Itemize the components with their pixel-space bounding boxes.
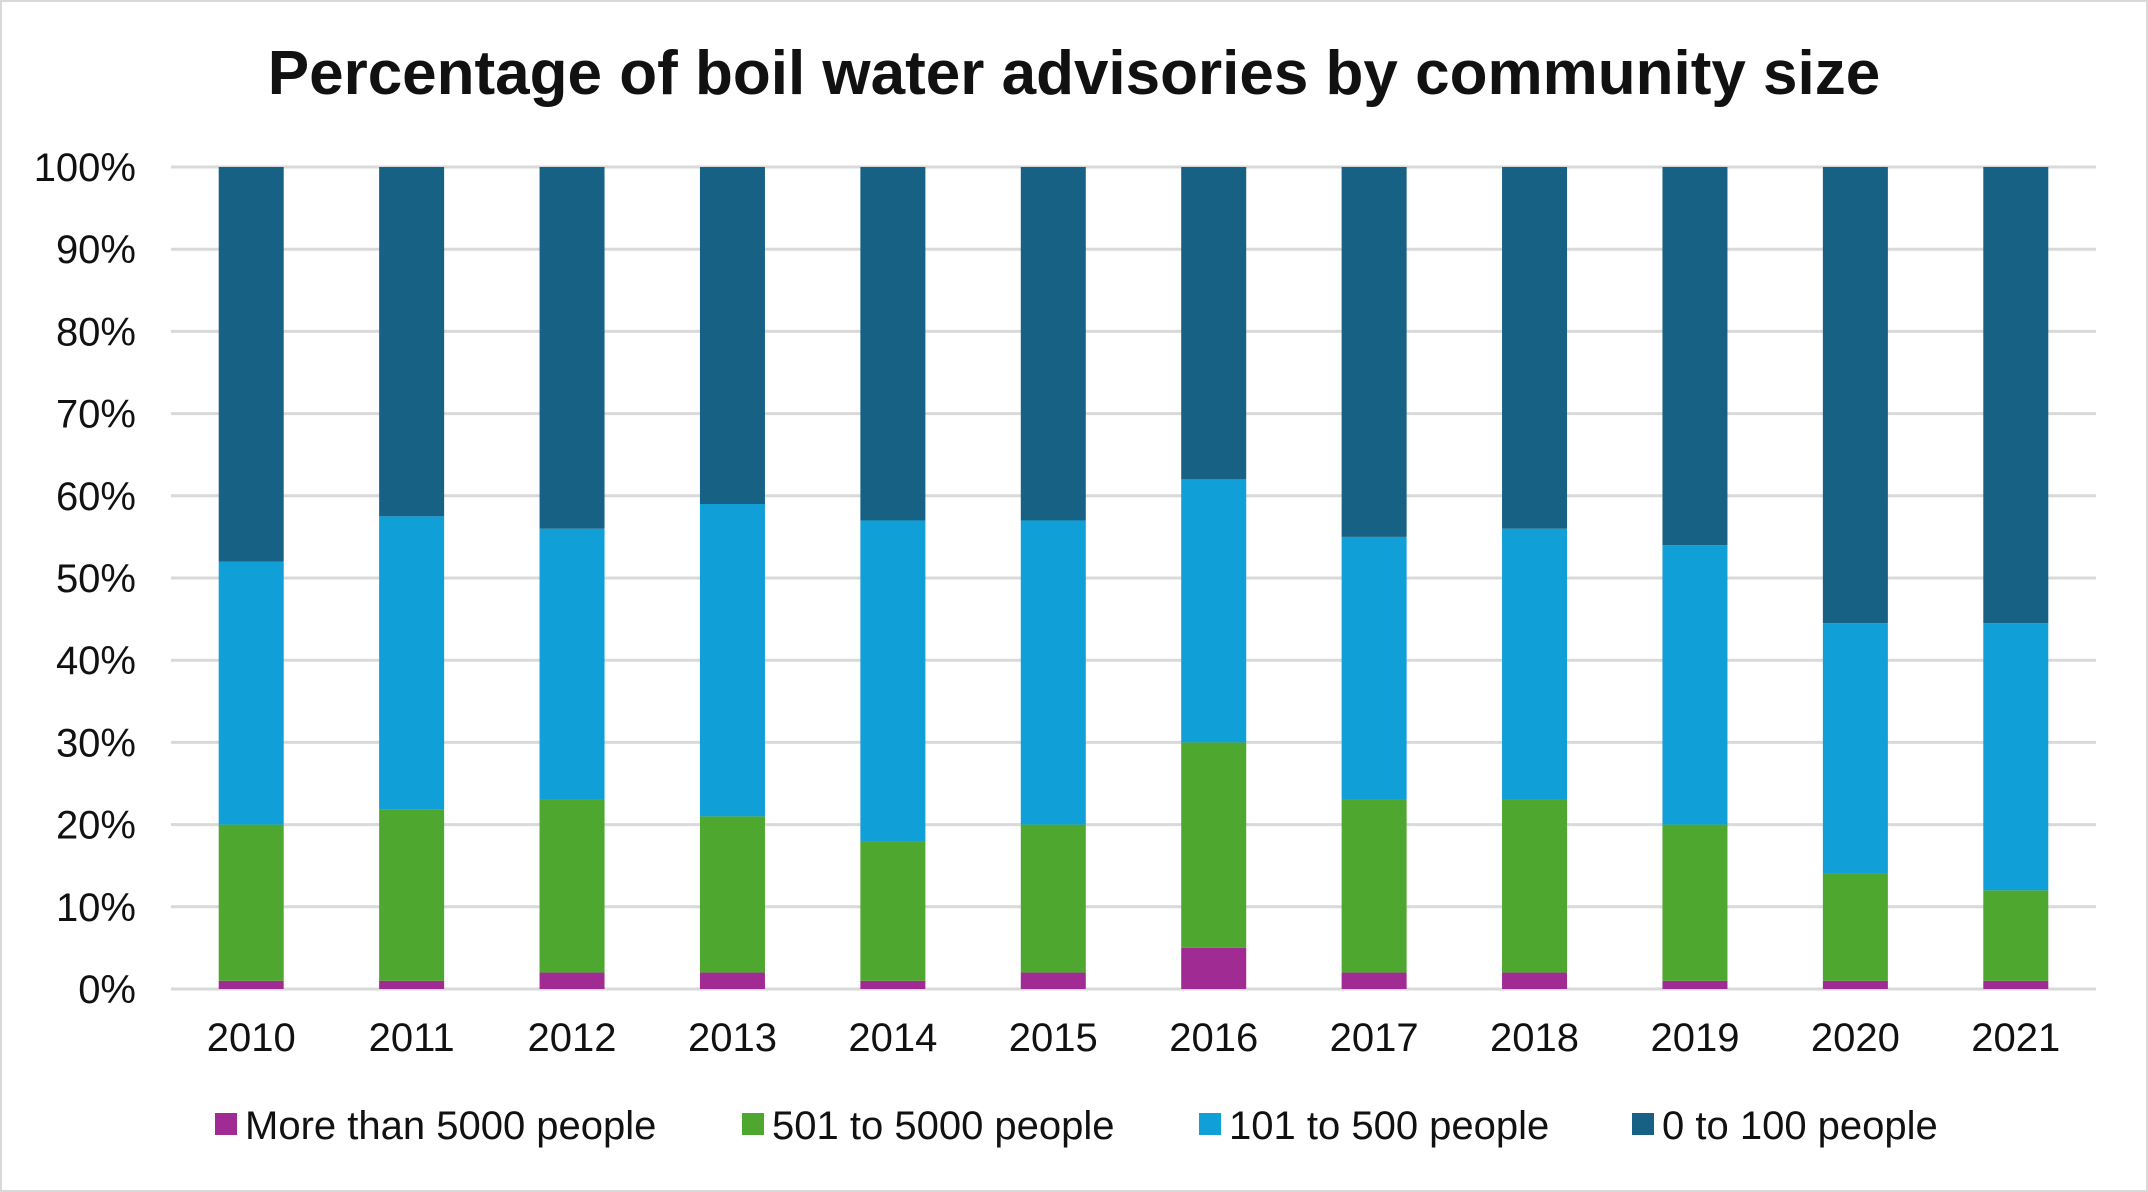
x-tick-label: 2021 [1971,1016,2060,1060]
bar-segment-2010-3 [218,167,284,562]
bar-segment-2021-2 [1983,623,2049,891]
bar-segment-2011-2 [379,516,445,810]
chart-title: Percentage of boil water advisories by c… [268,39,1881,108]
bar-segment-2011-0 [379,980,445,989]
bar-segment-2020-0 [1822,980,1888,989]
bar-segment-2016-0 [1181,947,1247,989]
bar-segment-2020-2 [1822,623,1888,874]
bar-segment-2019-2 [1662,545,1728,825]
bar-segment-2013-1 [699,816,765,973]
bar-segment-2019-0 [1662,980,1728,989]
y-tick-label: 10% [56,886,136,930]
bar-segment-2018-1 [1502,799,1568,973]
x-tick-label: 2014 [848,1016,937,1060]
bar-segment-2014-1 [860,841,926,981]
bar-segment-2012-0 [539,972,605,989]
bar-segment-2016-2 [1181,479,1247,743]
bar-segment-2010-0 [218,980,284,989]
y-tick-label: 90% [56,228,136,272]
y-axis-ticks: 0% 10% 20% 30% 40% 50% 60% 70% 80% 90% 100% [34,146,136,1012]
bar-segment-2011-1 [379,809,445,981]
bar-segment-2012-1 [539,799,605,973]
y-tick-label: 100% [34,146,136,190]
y-tick-label: 60% [56,475,136,519]
bar-segment-2015-1 [1020,824,1086,973]
legend-label: 101 to 500 people [1229,1104,1549,1148]
x-tick-label: 2011 [369,1016,455,1060]
legend-label: More than 5000 people [245,1104,656,1148]
bar-segment-2020-3 [1822,167,1888,624]
y-tick-label: 70% [56,393,136,437]
x-tick-label: 2018 [1490,1016,1579,1060]
bars [218,167,2049,989]
bar-segment-2018-3 [1502,167,1568,529]
bar-segment-2017-3 [1341,167,1407,537]
legend-swatch [1632,1113,1654,1135]
x-tick-label: 2015 [1009,1016,1098,1060]
legend-label: 0 to 100 people [1662,1104,1938,1148]
bar-segment-2017-2 [1341,536,1407,800]
bar-segment-2017-1 [1341,799,1407,973]
x-tick-label: 2020 [1811,1016,1900,1060]
legend-swatch [1199,1113,1221,1135]
bar-segment-2021-0 [1983,980,2049,989]
legend-swatch [215,1113,237,1135]
bar-segment-2015-0 [1020,972,1086,989]
bar-segment-2021-3 [1983,167,2049,624]
x-tick-label: 2019 [1650,1016,1739,1060]
y-tick-label: 80% [56,310,136,354]
x-tick-label: 2012 [528,1016,617,1060]
bar-segment-2010-1 [218,824,284,981]
bar-segment-2015-2 [1020,520,1086,825]
y-tick-label: 0% [78,968,136,1012]
bar-segment-2016-3 [1181,167,1247,480]
x-tick-label: 2010 [207,1016,296,1060]
bar-segment-2019-1 [1662,824,1728,981]
bar-segment-2012-2 [539,528,605,800]
bar-segment-2013-2 [699,504,765,817]
bar-segment-2014-2 [860,520,926,842]
bar-segment-2021-1 [1983,890,2049,981]
x-axis-ticks: 2010 2011 2012 2013 2014 2015 2016 2017 2018 2019… [207,1016,2061,1060]
bar-segment-2019-3 [1662,167,1728,546]
bar-segment-2011-3 [379,167,445,517]
x-tick-label: 2016 [1169,1016,1258,1060]
x-tick-label: 2017 [1330,1016,1419,1060]
bar-segment-2013-3 [699,167,765,505]
x-tick-label: 2013 [688,1016,777,1060]
legend: More than 5000 people 501 to 5000 people 1… [215,1104,1938,1148]
bar-segment-2014-3 [860,167,926,521]
bar-segment-2018-2 [1502,528,1568,800]
bar-segment-2010-2 [218,561,284,825]
bar-segment-2017-0 [1341,972,1407,989]
bar-segment-2014-0 [860,980,926,989]
bar-segment-2020-1 [1822,873,1888,981]
bar-segment-2012-3 [539,167,605,529]
bar-segment-2016-1 [1181,742,1247,948]
legend-swatch [742,1113,764,1135]
y-tick-label: 30% [56,721,136,765]
bar-segment-2013-0 [699,972,765,989]
legend-label: 501 to 5000 people [772,1104,1115,1148]
bar-segment-2015-3 [1020,167,1086,521]
bar-segment-2018-0 [1502,972,1568,989]
y-tick-label: 50% [56,557,136,601]
gridlines [171,165,2096,991]
y-tick-label: 20% [56,804,136,848]
y-tick-label: 40% [56,639,136,683]
